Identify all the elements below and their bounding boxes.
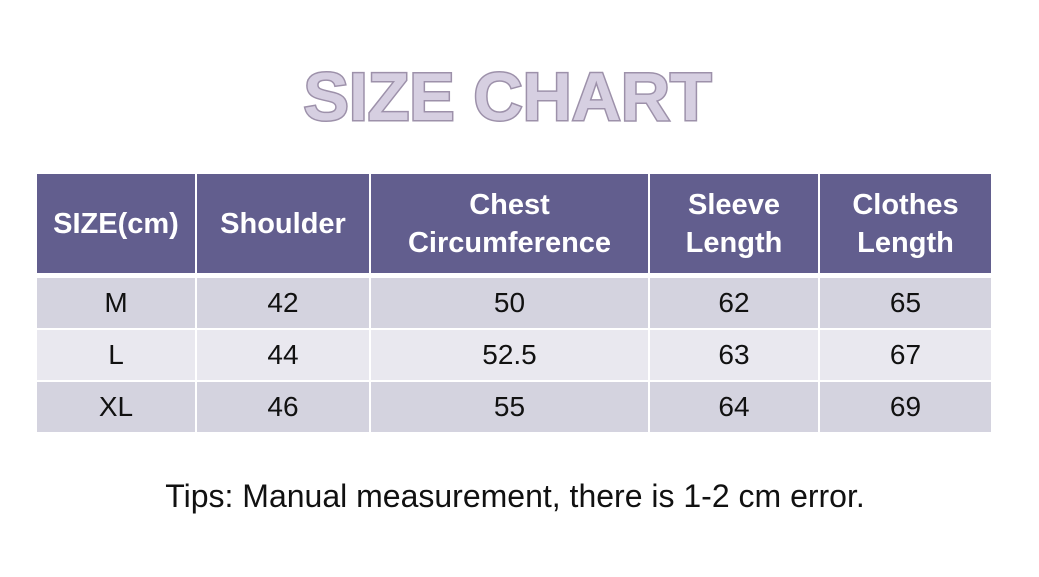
header-clothes-length: Clothes Length xyxy=(820,174,991,273)
cell: 69 xyxy=(820,382,991,432)
cell: 42 xyxy=(197,278,369,328)
cell: 67 xyxy=(820,330,991,380)
header-text: Length xyxy=(685,226,783,259)
cell: 52.5 xyxy=(371,330,648,380)
header-size: SIZE(cm) xyxy=(37,174,195,273)
header-text: Shoulder xyxy=(220,207,346,240)
header-text: Sleeve xyxy=(688,188,780,221)
cell: 50 xyxy=(371,278,648,328)
header-text: SIZE(cm) xyxy=(53,207,179,240)
header-text: Clothes xyxy=(852,188,959,221)
page-title: SIZE CHART xyxy=(302,58,713,137)
cell: M xyxy=(37,278,195,328)
cell: 44 xyxy=(197,330,369,380)
cell: L xyxy=(37,330,195,380)
cell: 65 xyxy=(820,278,991,328)
header-text: Length xyxy=(857,226,954,259)
header-sleeve: Sleeve Length xyxy=(650,174,818,273)
cell: 63 xyxy=(650,330,818,380)
table-row: L 44 52.5 63 67 xyxy=(37,330,991,380)
cell: XL xyxy=(37,382,195,432)
header-text: Circumference xyxy=(407,226,612,259)
header-row: SIZE(cm) Shoulder Chest Circumference Sle… xyxy=(37,174,991,273)
cell: 46 xyxy=(197,382,369,432)
table-row: M 42 50 62 65 xyxy=(37,278,991,328)
table-row: XL 46 55 64 69 xyxy=(37,382,991,432)
header-chest: Chest Circumference xyxy=(371,174,648,273)
size-table: SIZE(cm) Shoulder Chest Circumference Sle… xyxy=(35,172,993,434)
tips-text: Tips: Manual measurement, there is 1-2 c… xyxy=(165,478,865,514)
cell: 64 xyxy=(650,382,818,432)
cell: 62 xyxy=(650,278,818,328)
header-shoulder: Shoulder xyxy=(197,174,369,273)
cell: 55 xyxy=(371,382,648,432)
header-text: Chest xyxy=(469,188,550,221)
